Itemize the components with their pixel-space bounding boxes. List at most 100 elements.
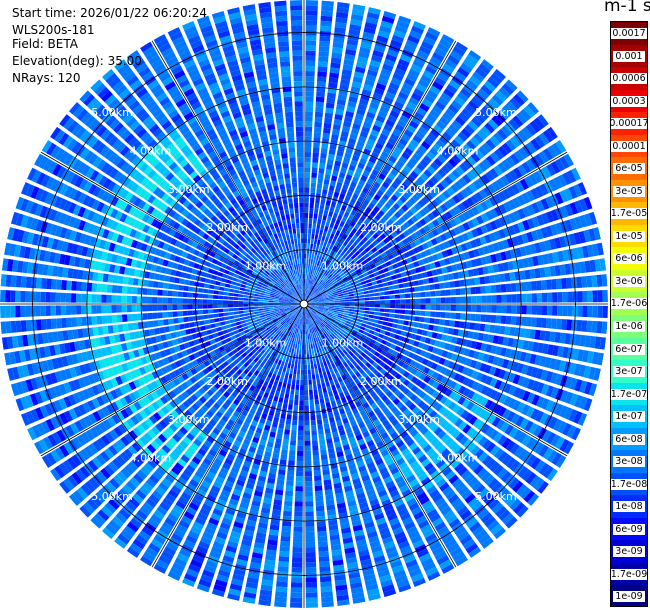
- range-gate-cell: [567, 305, 573, 317]
- range-gate-cell: [305, 521, 315, 527]
- range-gate-cell: [497, 145, 509, 157]
- range-gate-cell: [522, 206, 531, 218]
- range-gate-cell: [332, 312, 339, 315]
- range-gate-cell: [319, 287, 324, 292]
- range-gate-cell: [384, 177, 393, 185]
- range-gate-cell: [381, 206, 389, 214]
- range-gate-cell: [402, 221, 411, 229]
- range-gate-cell: [479, 236, 487, 245]
- range-gate-cell: [358, 291, 364, 295]
- range-gate-cell: [361, 89, 372, 97]
- range-gate-cell: [286, 480, 294, 487]
- range-gate-cell: [322, 257, 327, 264]
- range-gate-cell: [501, 83, 515, 95]
- range-gate-cell: [529, 243, 537, 255]
- range-gate-cell: [318, 168, 325, 174]
- range-gate-cell: [510, 183, 521, 195]
- range-gate-cell: [415, 267, 422, 274]
- range-gate-cell: [372, 284, 379, 289]
- range-gate-cell: [358, 226, 365, 233]
- range-gate-cell: [318, 546, 329, 552]
- range-gate-cell: [310, 187, 316, 194]
- range-gate-cell: [505, 101, 518, 113]
- range-gate-cell: [305, 55, 316, 62]
- range-gate-cell: [461, 200, 471, 210]
- range-gate-cell: [379, 25, 392, 34]
- range-gate-cell: [400, 330, 407, 337]
- range-gate-cell: [502, 188, 512, 200]
- range-gate-cell: [292, 557, 303, 563]
- range-gate-cell: [324, 264, 329, 270]
- range-gate-cell: [425, 291, 431, 297]
- range-gate-cell: [448, 104, 460, 115]
- range-gate-cell: [467, 120, 479, 131]
- range-gate-cell: [519, 351, 527, 362]
- range-gate-cell: [393, 164, 402, 173]
- range-gate-cell: [501, 142, 513, 154]
- range-gate-cell: [281, 525, 291, 532]
- range-gate-cell: [408, 96, 420, 106]
- range-gate-cell: [307, 243, 310, 249]
- range-gate-cell: [317, 285, 322, 290]
- range-gate-cell: [446, 265, 453, 273]
- range-gate-cell: [462, 58, 476, 70]
- range-gate-cell: [324, 112, 333, 119]
- range-gate-cell: [316, 260, 321, 267]
- range-gate-cell: [574, 262, 581, 274]
- range-gate-cell: [319, 304, 325, 306]
- range-gate-cell: [353, 314, 359, 319]
- range-gate-cell: [557, 305, 563, 316]
- range-gate-cell: [319, 273, 324, 279]
- range-gate-cell: [477, 88, 490, 100]
- range-gate-cell: [387, 253, 395, 260]
- range-gate-cell: [390, 77, 402, 86]
- range-gate-cell: [466, 155, 477, 166]
- range-gate-cell: [418, 45, 432, 55]
- range-gate-cell: [329, 302, 335, 304]
- range-gate-cell: [345, 147, 354, 155]
- range-gate-cell: [468, 182, 478, 193]
- range-gate-cell: [313, 363, 318, 369]
- range-gate-cell: [399, 53, 412, 63]
- range-gate-cell: [508, 118, 520, 131]
- range-gate-cell: [332, 170, 339, 177]
- range-gate-cell: [534, 354, 542, 366]
- range-gate-cell: [593, 367, 601, 381]
- range-gate-cell: [458, 213, 467, 223]
- range-gate-cell: [406, 187, 415, 196]
- range-gate-cell: [377, 110, 388, 119]
- range-gate-cell: [452, 194, 461, 204]
- range-gate-cell: [318, 357, 323, 363]
- range-gate-cell: [304, 162, 311, 168]
- range-gate-cell: [557, 174, 568, 188]
- range-gate-cell: [364, 297, 370, 301]
- range-gate-cell: [317, 388, 323, 394]
- range-gate-cell: [289, 353, 294, 359]
- range-gate-cell: [307, 296, 312, 301]
- range-gate-cell: [480, 286, 487, 294]
- range-gate-cell: [288, 373, 293, 379]
- range-gate-cell: [562, 346, 569, 359]
- range-gate-cell: [304, 384, 308, 391]
- range-gate-cell: [371, 168, 380, 177]
- range-gate-cell: [313, 300, 319, 302]
- range-gate-cell: [475, 314, 482, 322]
- range-gate-cell: [404, 287, 410, 293]
- range-gate-cell: [344, 297, 350, 300]
- range-gate-cell: [462, 174, 472, 184]
- range-gate-cell: [320, 377, 325, 384]
- range-gate-cell: [425, 298, 431, 304]
- range-gate-cell: [304, 420, 310, 426]
- range-gate-cell: [339, 304, 345, 306]
- range-gate-cell: [485, 285, 492, 294]
- range-gate-cell: [512, 223, 521, 234]
- range-gate-cell: [305, 70, 315, 77]
- range-gate-cell: [374, 300, 380, 304]
- range-gate-cell: [487, 118, 499, 130]
- range-gate-cell: [350, 181, 357, 188]
- range-gate-cell: [305, 582, 318, 588]
- range-gate-cell: [306, 248, 310, 254]
- range-gate-cell: [419, 227, 427, 235]
- range-gate-cell: [369, 311, 375, 315]
- range-gate-cell: [305, 511, 314, 517]
